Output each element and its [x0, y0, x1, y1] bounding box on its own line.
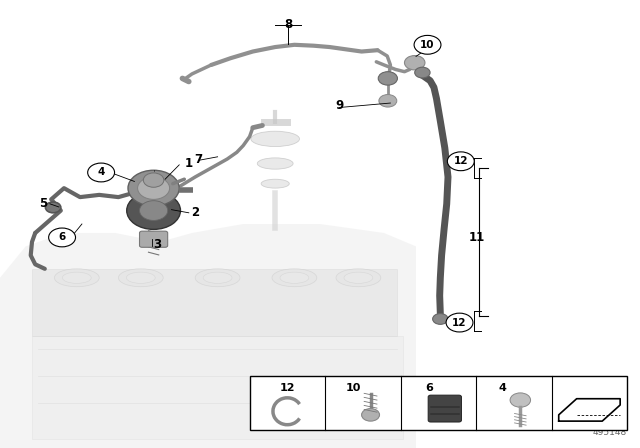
Ellipse shape — [63, 272, 91, 284]
FancyBboxPatch shape — [250, 376, 627, 430]
Circle shape — [510, 393, 531, 407]
Text: 12: 12 — [454, 156, 468, 166]
Text: 5: 5 — [40, 197, 47, 211]
Circle shape — [447, 152, 474, 171]
Circle shape — [143, 173, 164, 187]
Circle shape — [49, 228, 76, 247]
Text: 6: 6 — [58, 233, 66, 242]
Text: 12: 12 — [280, 383, 295, 393]
Circle shape — [138, 177, 170, 199]
Ellipse shape — [118, 269, 163, 287]
Text: 4: 4 — [97, 168, 105, 177]
Polygon shape — [32, 269, 397, 336]
Circle shape — [446, 313, 473, 332]
Text: 12: 12 — [452, 318, 467, 327]
Circle shape — [404, 56, 425, 70]
Polygon shape — [0, 224, 416, 448]
Circle shape — [433, 314, 448, 324]
Circle shape — [362, 409, 380, 421]
FancyBboxPatch shape — [428, 395, 461, 422]
Text: 11: 11 — [468, 231, 485, 244]
Text: 4: 4 — [499, 383, 506, 393]
Ellipse shape — [272, 269, 317, 287]
Ellipse shape — [336, 269, 381, 287]
Text: 9: 9 — [335, 99, 343, 112]
Circle shape — [128, 170, 179, 206]
Text: 6: 6 — [425, 383, 433, 393]
Circle shape — [127, 192, 180, 229]
FancyBboxPatch shape — [140, 231, 168, 247]
Ellipse shape — [195, 269, 240, 287]
Circle shape — [379, 95, 397, 107]
Text: 3: 3 — [153, 237, 161, 251]
Circle shape — [378, 72, 397, 85]
Text: 8: 8 — [284, 18, 292, 31]
Ellipse shape — [261, 179, 289, 188]
Ellipse shape — [54, 269, 99, 287]
Ellipse shape — [251, 131, 300, 146]
Ellipse shape — [204, 272, 232, 284]
Circle shape — [415, 67, 430, 78]
Circle shape — [140, 201, 168, 220]
Text: 10: 10 — [346, 383, 361, 393]
Ellipse shape — [257, 158, 293, 169]
Text: 10: 10 — [420, 40, 435, 50]
Ellipse shape — [344, 272, 372, 284]
Circle shape — [45, 202, 61, 213]
Text: 1: 1 — [185, 157, 193, 170]
Circle shape — [88, 163, 115, 182]
Circle shape — [414, 35, 441, 54]
Ellipse shape — [127, 272, 156, 284]
Text: 2: 2 — [191, 206, 199, 220]
Polygon shape — [32, 336, 403, 439]
Text: 7: 7 — [195, 152, 202, 166]
Ellipse shape — [280, 272, 309, 284]
Text: 495148: 495148 — [593, 428, 627, 437]
